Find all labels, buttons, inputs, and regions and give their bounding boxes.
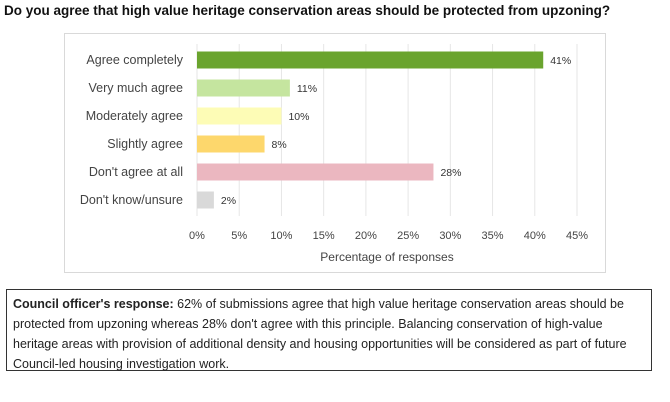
- bar: [197, 79, 290, 97]
- value-label: 8%: [272, 139, 287, 151]
- chart-frame: [64, 33, 606, 273]
- x-tick-label: 0%: [189, 230, 205, 242]
- category-label: Slightly agree: [107, 137, 183, 151]
- category-label: Very much agree: [89, 81, 184, 95]
- value-label: 41%: [550, 55, 571, 67]
- chart-title: Do you agree that high value heritage co…: [4, 3, 611, 18]
- x-tick-label: 30%: [439, 230, 461, 242]
- bar: [197, 135, 265, 153]
- x-tick-label: 40%: [524, 230, 546, 242]
- bar: [197, 107, 282, 125]
- value-label: 10%: [288, 111, 309, 123]
- value-label: 2%: [221, 195, 236, 207]
- value-label: 28%: [440, 167, 461, 179]
- category-label: Don't agree at all: [89, 165, 183, 179]
- x-tick-label: 35%: [482, 230, 504, 242]
- bar-chart: 0% 5% 10% 15% 20% 25% 30% 35% 40% 45% Agree comple…: [80, 44, 588, 264]
- category-label: Agree completely: [86, 53, 183, 67]
- bar: [197, 191, 214, 209]
- x-axis-title: Percentage of responses: [320, 250, 453, 264]
- x-tick-label: 5%: [231, 230, 247, 242]
- council-response-box: Council officer's response: 62% of submi…: [6, 289, 652, 371]
- x-tick-label: 25%: [397, 230, 419, 242]
- category-label: Don't know/unsure: [80, 193, 183, 207]
- response-text: 62% of submissions agree that high value…: [13, 297, 627, 371]
- x-tick-label: 10%: [270, 230, 292, 242]
- bar: [197, 51, 544, 69]
- category-label: Moderately agree: [86, 109, 183, 123]
- x-tick-label: 20%: [355, 230, 377, 242]
- x-tick-label: 15%: [313, 230, 335, 242]
- bar: [197, 163, 434, 181]
- value-label: 11%: [297, 83, 317, 95]
- response-lead: Council officer's response:: [13, 297, 174, 311]
- x-tick-label: 45%: [566, 230, 588, 242]
